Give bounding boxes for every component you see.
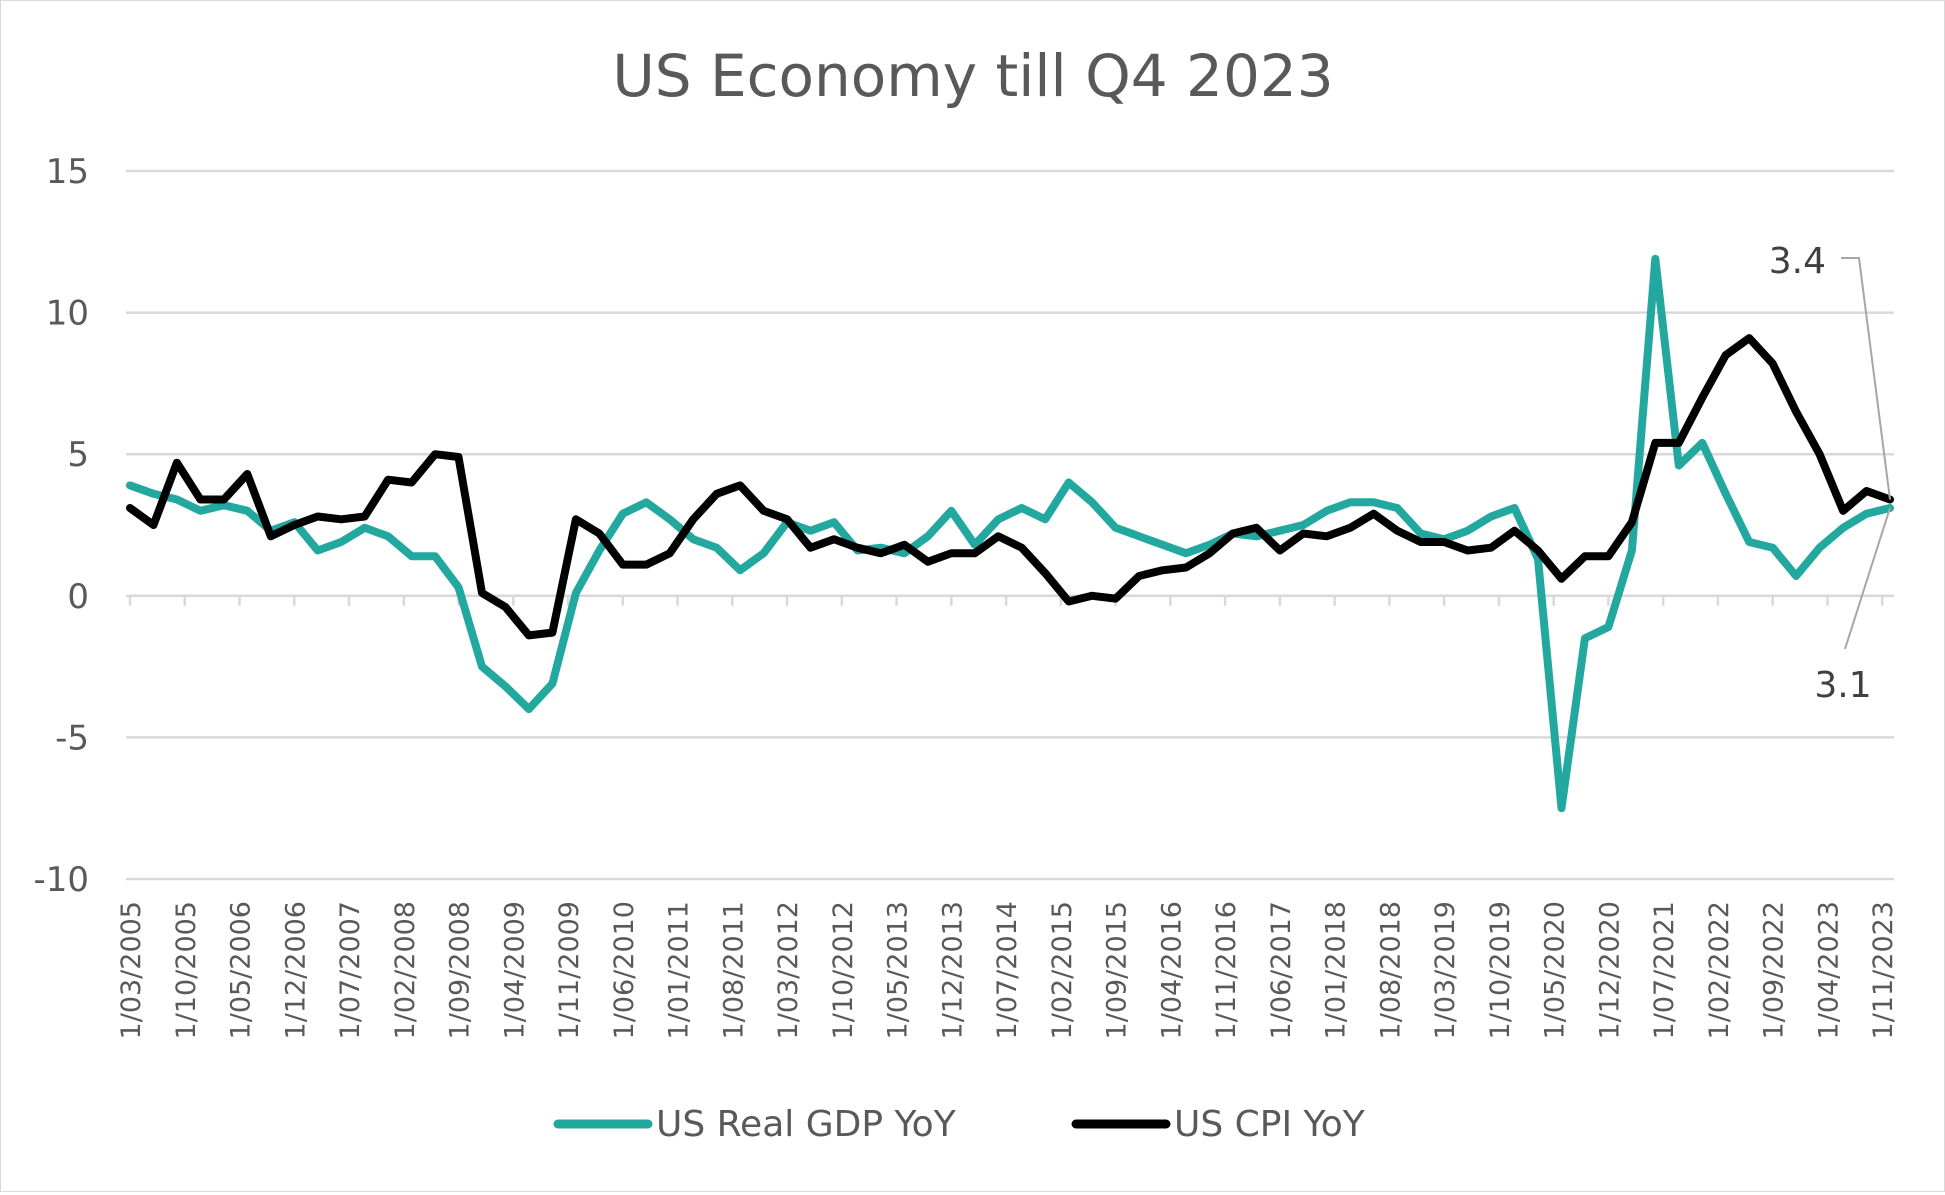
x-tick-label: 1/09/2015 [1102,901,1133,1039]
x-tick-label: 1/03/2012 [773,901,804,1039]
legend-item-1: US CPI YoY [1071,1104,1366,1145]
chart-title: US Economy till Q4 2023 [612,42,1333,110]
x-tick-label: 1/07/2014 [992,901,1023,1039]
x-tick-label: 1/12/2006 [280,901,311,1039]
x-tick-label: 1/07/2021 [1649,901,1680,1039]
x-tick-label: 1/05/2013 [883,901,914,1039]
series-line-1 [126,334,1894,640]
legend: US Real GDP YoY US CPI YoY [553,1104,1366,1145]
x-tick-label: 1/02/2008 [390,901,421,1039]
x-tick-label: 1/02/2015 [1047,901,1078,1039]
x-tick-label: 1/10/2019 [1485,901,1516,1039]
x-tick-label: 1/08/2011 [718,901,749,1039]
x-tick-label: 1/12/2013 [937,901,968,1039]
x-tick-label: 1/12/2020 [1594,901,1625,1039]
gridlines [126,169,1894,881]
x-tick-label: 1/10/2012 [828,901,859,1039]
x-tick-label: 1/01/2018 [1321,901,1352,1039]
x-tick-label: 1/09/2022 [1759,901,1790,1039]
x-tick-label: 1/08/2018 [1375,901,1406,1039]
legend-label: US CPI YoY [1174,1104,1366,1145]
series-line-0 [126,254,1894,813]
annotation-leader-gdp [1844,507,1891,650]
annotation-gdp-last: 3.1 [1814,665,1871,706]
annotation-leader-cpi [1841,257,1891,500]
annotation-cpi-last: 3.4 [1769,241,1826,282]
x-tick-label: 1/07/2007 [335,901,366,1039]
x-tick-label: 1/04/2023 [1813,901,1844,1039]
y-tick-label: 0 [67,577,89,617]
legend-label: US Real GDP YoY [656,1104,957,1145]
annotations: 3.4 3.1 [1769,241,1891,706]
x-tick-label: 1/03/2005 [116,901,147,1039]
y-axis-ticks: 15 10 5 0 -5 -10 [33,152,89,900]
y-tick-label: -5 [55,718,89,758]
x-tick-label: 1/09/2008 [445,901,476,1039]
y-tick-label: 10 [46,294,89,334]
x-tick-label: 1/04/2016 [1156,901,1187,1039]
legend-item-0: US Real GDP YoY [553,1104,957,1145]
x-tick-label: 1/06/2010 [609,901,640,1039]
x-tick-label: 1/05/2020 [1540,901,1571,1039]
x-axis: 1/03/2005 1/10/2005 1/05/2006 1/12/2006 1/07… [116,595,1899,1039]
x-tick-label: 1/11/2016 [1211,901,1242,1039]
y-tick-label: -10 [33,860,89,900]
x-tick-label: 1/06/2017 [1266,901,1297,1039]
x-tick-label: 1/04/2009 [499,901,530,1039]
x-tick-label: 1/03/2019 [1430,901,1461,1039]
series-lines [126,254,1894,813]
y-tick-label: 5 [67,435,89,475]
x-tick-label: 1/01/2011 [664,901,695,1039]
y-tick-label: 15 [46,152,89,192]
x-tick-label: 1/11/2023 [1868,901,1899,1039]
x-tick-label: 1/11/2009 [554,901,585,1039]
x-tick-label: 1/10/2005 [171,901,202,1039]
x-tick-label: 1/05/2006 [226,901,257,1039]
x-tick-label: 1/02/2022 [1704,901,1735,1039]
